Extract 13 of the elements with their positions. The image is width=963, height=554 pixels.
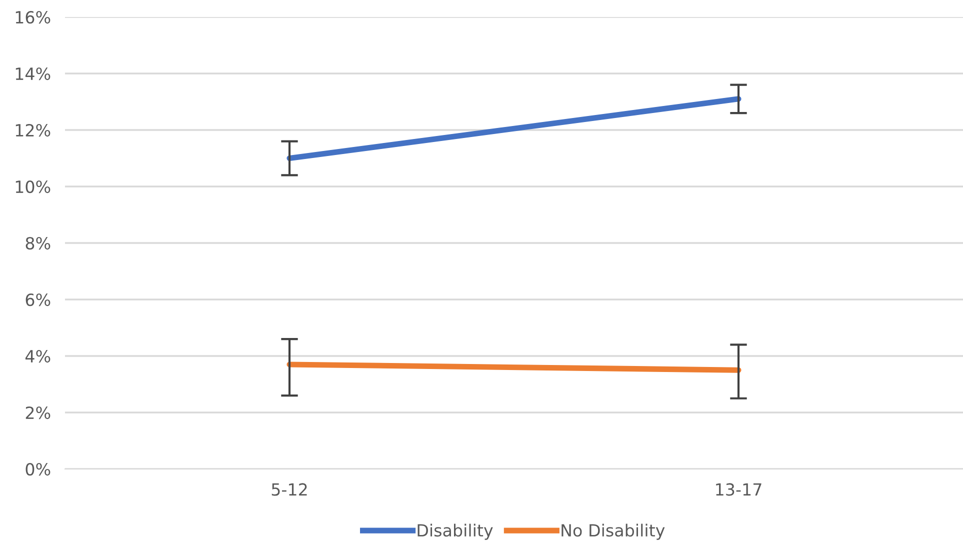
legend-label: Disability	[418, 524, 493, 540]
y-tick-label: 8%	[26, 236, 50, 250]
x-tick-label: 5-12	[272, 483, 307, 496]
y-tick-label: 12%	[16, 124, 50, 137]
y-tick-label: 10%	[16, 180, 50, 194]
y-tick-label: 14%	[16, 67, 50, 80]
y-tick-label: 2%	[26, 406, 50, 420]
legend-label: No Disability	[562, 524, 665, 540]
x-tick-label: 13-17	[716, 483, 762, 496]
y-tick-label: 16%	[16, 10, 50, 24]
y-tick-label: 6%	[26, 293, 50, 306]
y-tick-label: 4%	[25, 350, 50, 363]
y-tick-label: 0%	[26, 462, 50, 476]
